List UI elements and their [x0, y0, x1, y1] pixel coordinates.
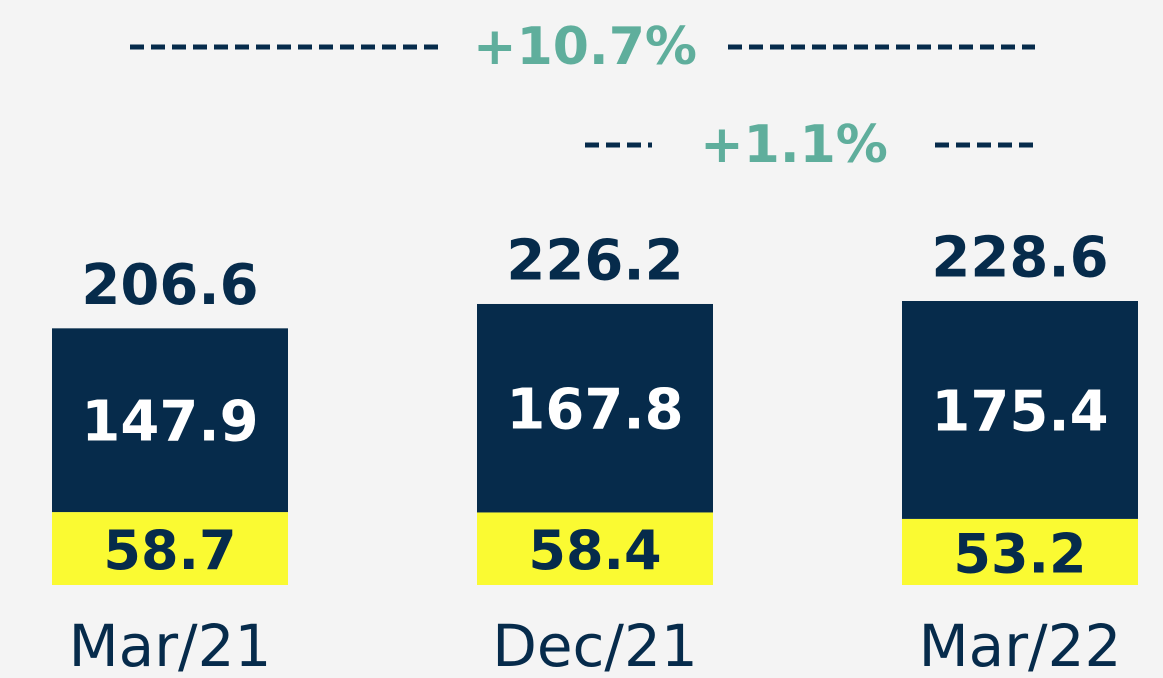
bar-segment [52, 512, 288, 585]
bar-segment [477, 512, 713, 585]
bar-segment [902, 518, 1138, 585]
bar-segment [477, 303, 713, 513]
category-label: Mar/22 [919, 612, 1122, 678]
segment-label: 167.8 [506, 378, 683, 443]
segment-label: 58.4 [528, 519, 661, 582]
segment-label: 53.2 [953, 522, 1086, 585]
segment-label: 58.7 [103, 519, 236, 582]
total-label: 206.6 [81, 253, 258, 318]
growth-annotation: +1.1% [700, 115, 888, 175]
category-label: Dec/21 [492, 612, 698, 678]
total-label: 228.6 [931, 226, 1108, 291]
bar-segment [52, 328, 288, 513]
segment-label: 175.4 [931, 379, 1108, 444]
segment-label: 147.9 [81, 390, 258, 455]
category-label: Mar/21 [69, 612, 272, 678]
bar-segment [902, 301, 1138, 519]
growth-annotation: +10.7% [473, 17, 697, 77]
total-label: 226.2 [506, 228, 683, 293]
